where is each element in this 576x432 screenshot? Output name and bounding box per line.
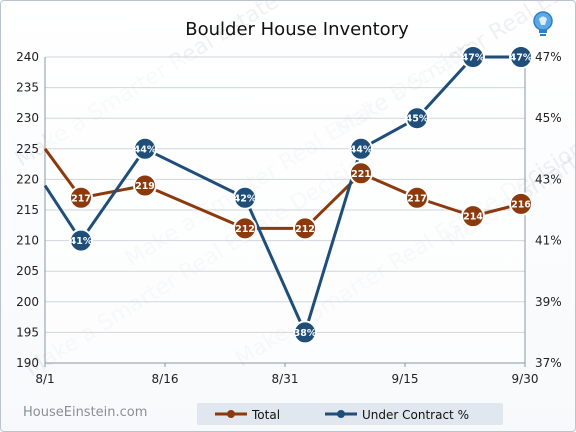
legend-label-under-contract: Under Contract % (362, 408, 469, 422)
y-right-tick-label: 45% (535, 111, 562, 125)
data-label-under-contract: 47% (510, 53, 533, 64)
data-point-under-contract (405, 106, 429, 131)
data-label-total: 217 (71, 193, 91, 204)
data-label-under-contract: 41% (70, 236, 93, 247)
y-right-tick-label: 47% (535, 50, 562, 64)
data-label-total: 212 (235, 224, 255, 235)
data-point-under-contract (69, 228, 93, 253)
x-tick-label: 8/31 (272, 372, 299, 386)
y-right-tick-label: 39% (535, 295, 562, 309)
data-label-under-contract: 44% (134, 144, 157, 155)
x-tick-label: 8/1 (35, 372, 54, 386)
tick-label-layer: 190 195 200 205 210 215 220 225 230 235 240 37% 39% 4… (16, 50, 562, 386)
site-brand-label: HouseEinstein.com (23, 405, 147, 420)
lightbulb-icon (533, 11, 553, 36)
y-right-tick-label: 37% (535, 356, 562, 370)
data-point-under-contract (233, 185, 257, 210)
y-right-tick-label: 41% (535, 234, 562, 248)
chart-title: Boulder House Inventory (185, 19, 409, 40)
y-left-tick-label: 210 (16, 234, 39, 248)
data-point-total (461, 204, 485, 229)
y-right-tick-label: 43% (535, 172, 562, 186)
data-point-under-contract (349, 136, 373, 161)
data-point-under-contract (509, 45, 533, 69)
data-point-under-contract (133, 136, 157, 161)
data-label-total: 216 (511, 199, 531, 210)
data-point-total (349, 161, 373, 186)
data-label-total: 217 (407, 193, 427, 204)
data-point-total (293, 216, 317, 241)
data-label-under-contract: 38% (294, 328, 317, 339)
data-label-total: 214 (463, 212, 483, 223)
data-point-total (233, 216, 257, 241)
data-label-total: 221 (351, 169, 371, 180)
data-point-under-contract (461, 45, 485, 69)
data-point-total (133, 173, 157, 198)
y-left-tick-label: 205 (16, 264, 39, 278)
grid-layer (45, 56, 525, 364)
y-left-tick-label: 220 (16, 172, 39, 186)
y-left-tick-label: 240 (16, 50, 39, 64)
x-tick-label: 9/30 (512, 372, 539, 386)
data-point-under-contract (293, 320, 317, 345)
y-left-tick-label: 215 (16, 203, 39, 217)
legend-label-total: Total (251, 408, 280, 422)
data-label-under-contract: 47% (462, 53, 485, 64)
data-label-total: 212 (295, 224, 315, 235)
y-left-tick-label: 195 (16, 325, 39, 339)
data-label-under-contract: 44% (350, 144, 373, 155)
x-tick-label: 9/15 (392, 372, 419, 386)
data-label-total: 219 (135, 181, 155, 192)
legend-entry-total: Total (215, 408, 280, 422)
y-left-tick-label: 230 (16, 111, 39, 125)
series-layer: 217 219 212 212 221 217 214 216 41% 44% 42% 38% 44% 4… (43, 45, 533, 345)
data-point-total (69, 185, 93, 210)
legend-entry-under-contract: Under Contract % (325, 408, 469, 422)
y-left-tick-label: 235 (16, 81, 39, 95)
x-tick-label: 8/16 (152, 372, 179, 386)
y-left-tick-label: 200 (16, 295, 39, 309)
data-point-total (509, 191, 533, 216)
data-label-under-contract: 42% (234, 193, 257, 204)
legend: Total Under Contract % (197, 403, 503, 425)
data-label-under-contract: 45% (406, 114, 429, 125)
y-left-tick-label: 225 (16, 142, 39, 156)
data-point-total (405, 185, 429, 210)
y-left-tick-label: 190 (16, 356, 39, 370)
